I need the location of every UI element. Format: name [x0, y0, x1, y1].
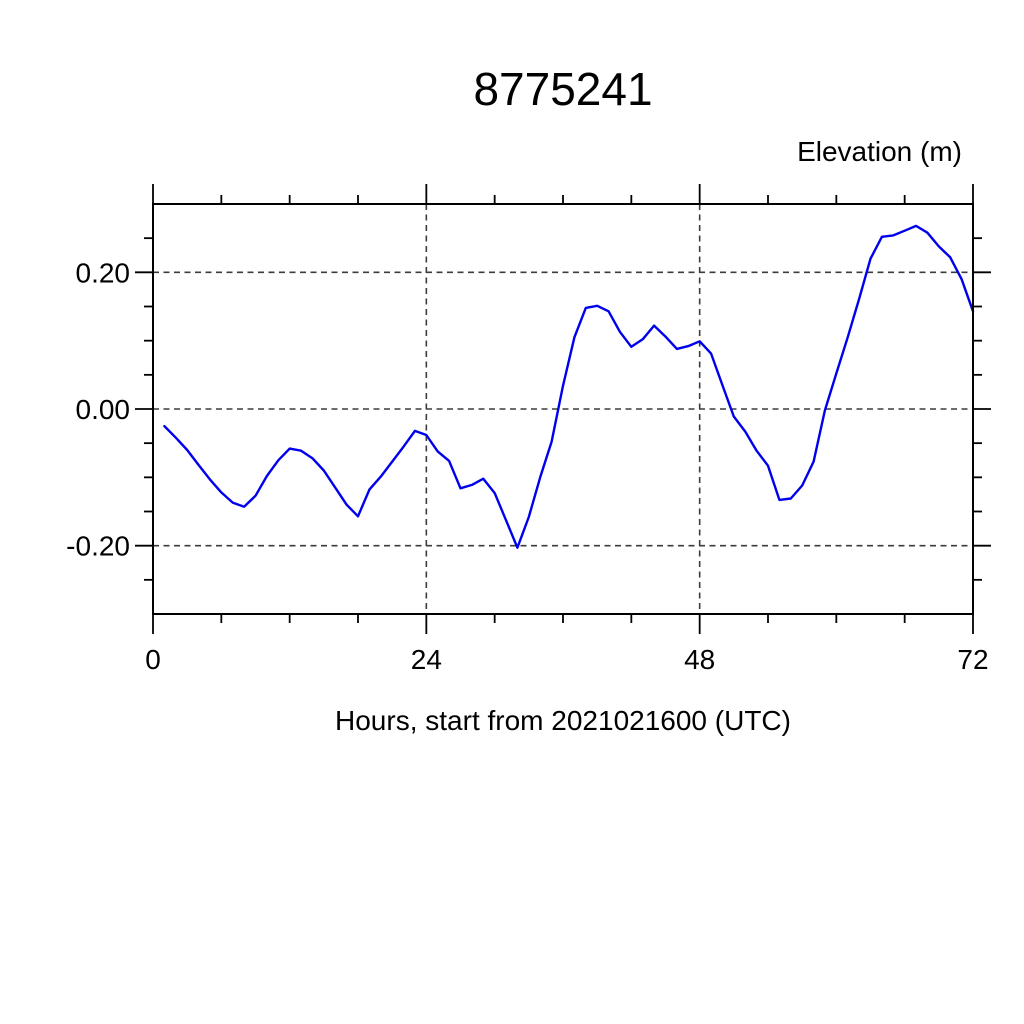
y-axis-title: Elevation (m) [797, 136, 962, 167]
x-tick-label: 0 [145, 644, 161, 675]
y-tick-label: -0.20 [66, 531, 130, 562]
x-tick-label: 72 [957, 644, 988, 675]
x-tick-label: 48 [684, 644, 715, 675]
elevation-data-line [163, 224, 975, 549]
x-tick-label: 24 [411, 644, 442, 675]
plot-frame [152, 203, 974, 615]
chart-title: 8775241 [473, 63, 652, 115]
x-axis-title: Hours, start from 2021021600 (UTC) [335, 705, 791, 736]
chart-plot-area: 0 24 48 72 0.20 0.00 -0.20 [66, 184, 991, 675]
y-tick-label: 0.20 [76, 257, 131, 288]
y-tick-label: 0.00 [76, 394, 131, 425]
